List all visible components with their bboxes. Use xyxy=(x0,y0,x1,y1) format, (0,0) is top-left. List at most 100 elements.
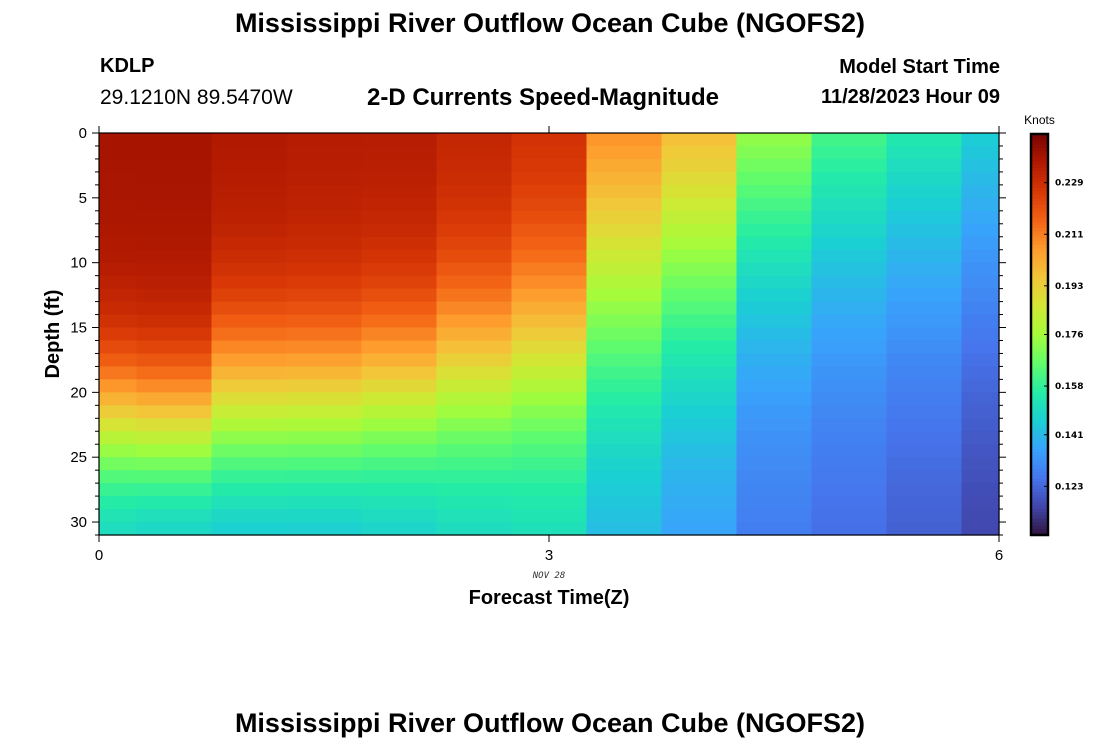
colorbar-segment xyxy=(1031,461,1048,466)
heatmap-cell xyxy=(211,379,288,393)
heatmap-cell xyxy=(99,236,138,251)
heatmap-cell xyxy=(136,301,213,316)
heatmap-cell xyxy=(961,470,1000,484)
heatmap-cell xyxy=(436,288,513,303)
heatmap-cell xyxy=(286,483,363,497)
heatmap-cell xyxy=(811,353,888,368)
heatmap-cell xyxy=(586,418,663,432)
heatmap-cell xyxy=(286,197,363,212)
heatmap-cell xyxy=(136,288,213,303)
colorbar-segment xyxy=(1031,404,1048,409)
heatmap-cell xyxy=(211,171,288,186)
heatmap-cell xyxy=(811,509,888,523)
heatmap-cell xyxy=(286,133,363,147)
heatmap-cell xyxy=(286,301,363,316)
heatmap-cell xyxy=(661,418,738,432)
colorbar-segment xyxy=(1031,381,1048,386)
heatmap-cell xyxy=(886,366,963,380)
heatmap-cell xyxy=(211,509,288,523)
colorbar-segment xyxy=(1031,180,1048,185)
heatmap-cell xyxy=(361,366,438,380)
heatmap-cell xyxy=(961,288,1000,303)
heatmap-cell xyxy=(811,379,888,393)
heatmap-cell xyxy=(886,210,963,225)
heatmap-cell xyxy=(661,327,738,342)
heatmap-cell xyxy=(736,418,813,432)
heatmap-cell xyxy=(661,431,738,445)
colorbar-segment xyxy=(1031,401,1048,406)
heatmap-cell xyxy=(736,223,813,238)
colorbar-tick-label: 0.176 xyxy=(1055,331,1083,341)
heatmap-cell xyxy=(286,145,363,160)
colorbar-segment xyxy=(1031,317,1048,322)
heatmap-cell xyxy=(586,184,663,199)
colorbar-segment xyxy=(1031,514,1048,519)
colorbar-segment xyxy=(1031,347,1048,352)
heatmap-cell xyxy=(811,171,888,186)
heatmap-cell xyxy=(361,236,438,251)
heatmap-cell xyxy=(811,327,888,342)
heatmap-cell xyxy=(586,133,663,147)
colorbar-segment xyxy=(1031,371,1048,376)
heatmap-cell xyxy=(511,288,588,303)
heatmap-cell xyxy=(136,184,213,199)
heatmap-cell xyxy=(99,171,138,186)
heatmap-cell xyxy=(961,262,1000,277)
heatmap-cell xyxy=(961,210,1000,225)
heatmap-cell xyxy=(286,496,363,510)
heatmap-cell xyxy=(361,171,438,186)
colorbar-segment xyxy=(1031,331,1048,336)
heatmap-cell xyxy=(886,340,963,355)
heatmap-cell xyxy=(136,340,213,355)
heatmap-cell xyxy=(211,249,288,264)
heatmap-cell xyxy=(961,522,1000,536)
heatmap-cell xyxy=(736,158,813,173)
y-tick-label: 5 xyxy=(79,190,87,207)
colorbar-segment xyxy=(1031,408,1048,412)
heatmap-cell xyxy=(586,236,663,251)
colorbar-segment xyxy=(1031,491,1048,496)
heatmap-cell xyxy=(886,145,963,160)
heatmap-cell xyxy=(436,223,513,238)
colorbar-tick-label: 0.158 xyxy=(1055,382,1083,392)
heatmap-cell xyxy=(811,366,888,380)
x-date-label: NOV 28 xyxy=(532,571,566,581)
colorbar-tick-label: 0.211 xyxy=(1055,230,1083,240)
heatmap-cell xyxy=(511,522,588,536)
heatmap-cell xyxy=(511,457,588,471)
colorbar-segment xyxy=(1031,204,1048,209)
colorbar-segment xyxy=(1031,254,1048,259)
heatmap-cell xyxy=(736,509,813,523)
heatmap-cell xyxy=(661,301,738,316)
heatmap-cell xyxy=(661,223,738,238)
heatmap-cell xyxy=(736,184,813,199)
heatmap-cell xyxy=(736,366,813,380)
colorbar-segment xyxy=(1031,448,1048,453)
heatmap-cell xyxy=(736,470,813,484)
heatmap-cell xyxy=(661,444,738,458)
heatmap-cell xyxy=(661,133,738,147)
model-start-label: Model Start Time xyxy=(839,56,1000,78)
heatmap-cell xyxy=(586,470,663,484)
colorbar-segment xyxy=(1031,220,1048,225)
heatmap-cell xyxy=(736,288,813,303)
heatmap-cell xyxy=(511,171,588,186)
colorbar-segment xyxy=(1031,284,1048,289)
colorbar-segment xyxy=(1031,511,1048,516)
heatmap-cell xyxy=(436,418,513,432)
heatmap-cell xyxy=(511,184,588,199)
colorbar-segment xyxy=(1031,464,1048,469)
heatmap-cell xyxy=(586,366,663,380)
heatmap-cell xyxy=(361,210,438,225)
heatmap-cell xyxy=(211,197,288,212)
heatmap-cell xyxy=(961,223,1000,238)
heatmap-cell xyxy=(586,353,663,368)
heatmap-cell xyxy=(511,133,588,147)
colorbar-segment xyxy=(1031,267,1048,272)
x-tick-label: 3 xyxy=(545,547,553,564)
heatmap-cell xyxy=(211,431,288,445)
heatmap-cell xyxy=(736,340,813,355)
heatmap-cell xyxy=(436,431,513,445)
y-tick-label: 25 xyxy=(70,449,87,466)
